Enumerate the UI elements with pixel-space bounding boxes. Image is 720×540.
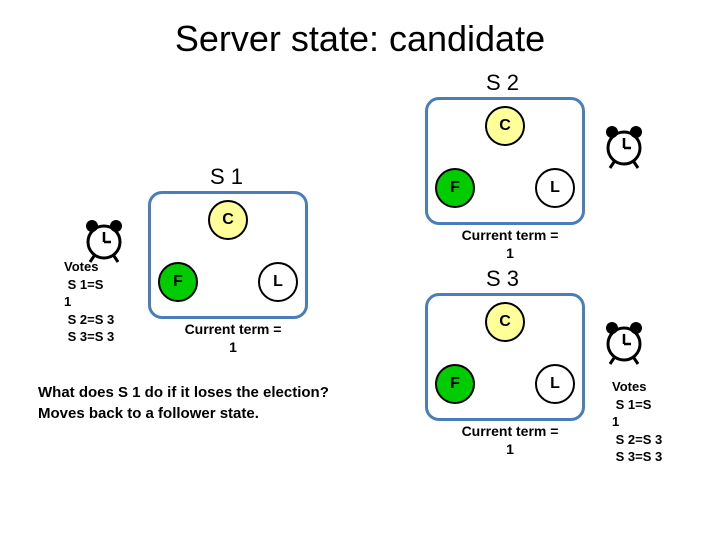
s3-node-c: C [485,302,525,342]
s1-node-f: F [158,262,198,302]
s1-term: Current term = 1 [178,320,288,356]
s1-clock-icon [80,216,128,264]
s3-votes: Votes S 1=S 1 S 2=S 3 S 3=S 3 [612,378,662,466]
s2-node-f: F [435,168,475,208]
s2-node-l: L [535,168,575,208]
s3-node-l: L [535,364,575,404]
s3-label: S 3 [486,266,519,292]
s2-node-c: C [485,106,525,146]
s1-votes: Votes S 1=S 1 S 2=S 3 S 3=S 3 [64,258,114,346]
s3-clock-icon [600,318,648,366]
question-text: What does S 1 do if it loses the electio… [38,382,329,424]
s2-term: Current term = 1 [455,226,565,262]
s2-clock-icon [600,122,648,170]
s2-label: S 2 [486,70,519,96]
page-title: Server state: candidate [0,18,720,60]
s1-label: S 1 [210,164,243,190]
s3-node-f: F [435,364,475,404]
s1-node-c: C [208,200,248,240]
s3-term: Current term = 1 [455,422,565,458]
s1-node-l: L [258,262,298,302]
